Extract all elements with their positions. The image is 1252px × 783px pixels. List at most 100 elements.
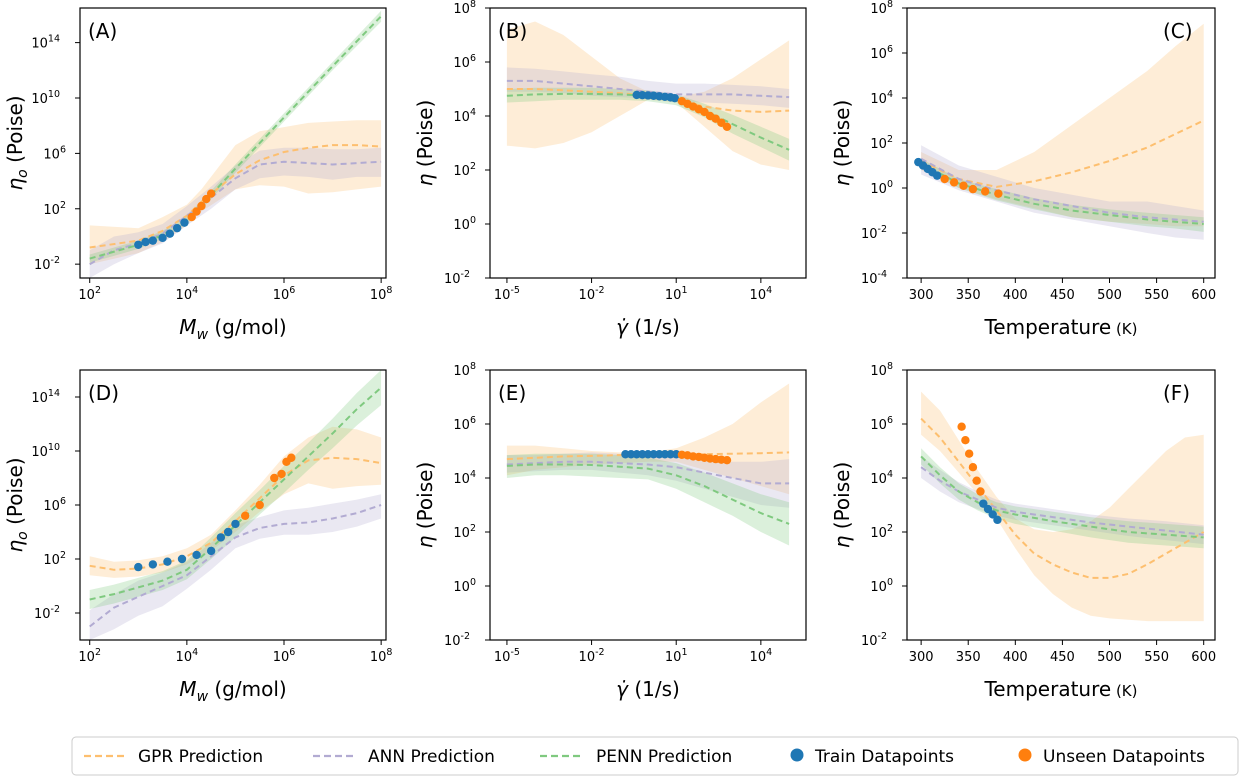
- y-tick-label: 10-4: [861, 269, 887, 287]
- train-point: [158, 233, 167, 243]
- y-tick-label: 108: [453, 361, 476, 379]
- y-tick-label: 1014: [31, 34, 60, 52]
- train-point: [983, 504, 993, 514]
- train-point: [134, 240, 143, 249]
- x-tick-label: 101: [665, 647, 688, 665]
- y-tick-label: 1010: [31, 442, 60, 460]
- y-tick-label: 104: [870, 469, 893, 487]
- train-point: [180, 218, 189, 227]
- y-tick-label: 1014: [31, 388, 60, 406]
- x-tick-label: 400: [1003, 650, 1028, 665]
- y-tick-label: 106: [43, 496, 66, 514]
- y-tick-label: 106: [43, 144, 66, 162]
- legend: GPR Prediction ANN Prediction PENN Predi…: [71, 736, 1239, 776]
- train-point: [932, 171, 942, 180]
- y-tick-label: 102: [453, 161, 476, 179]
- train-point: [979, 499, 988, 508]
- x-tick-label: 600: [1191, 288, 1216, 303]
- x-axis-label: Temperature (K): [983, 677, 1137, 701]
- x-tick-label: 101: [665, 285, 688, 303]
- unseen-point: [964, 449, 974, 458]
- plot-frame: [79, 7, 387, 279]
- plot-frame: [906, 369, 1216, 641]
- legend-frame: [71, 736, 1239, 776]
- x-tick-label: 450: [1050, 650, 1075, 665]
- band-ann: [89, 147, 382, 278]
- x-tick-label: 500: [1097, 650, 1122, 665]
- x-tick-label: 350: [956, 288, 981, 303]
- chart-panel-c: 300 350 400 450 500 550 600 10-4 10-2 100 102 104 10…: [830, 0, 1216, 339]
- x-tick-label: 104: [750, 647, 773, 665]
- x-tick-label: 300: [909, 288, 934, 303]
- band-gpr: [89, 426, 382, 578]
- y-axis-label: η (Poise): [830, 462, 854, 549]
- unseen-point: [240, 511, 250, 520]
- unseen-point: [957, 422, 966, 431]
- y-tick-label: 10-2: [34, 604, 60, 622]
- legend-train-label: Train Datapoints: [814, 747, 954, 767]
- y-tick-label: 106: [870, 415, 893, 433]
- train-point: [165, 229, 175, 238]
- y-tick-label: 102: [43, 200, 66, 218]
- unseen-point: [277, 469, 286, 479]
- y-tick-label: 104: [453, 469, 476, 487]
- x-tick-label: 500: [1097, 288, 1122, 303]
- band-gpr: [921, 391, 1204, 622]
- unseen-point: [255, 500, 264, 510]
- unseen-point: [968, 463, 978, 472]
- y-tick-label: 10-2: [861, 224, 887, 242]
- y-tick-label: 102: [870, 134, 893, 152]
- chart-panel-f: 300 350 400 450 500 550 600 10-2 100 102 104 106 108…: [830, 361, 1216, 701]
- chart-panel-a: 102 104 106 108 10-2 102 106 1010 1014 (A) Mw (g/m…: [3, 7, 392, 343]
- y-tick-label: 106: [453, 415, 476, 433]
- x-tick-label: 102: [78, 647, 101, 665]
- line-ann: [506, 460, 790, 485]
- y-tick-label: 100: [870, 577, 893, 595]
- y-tick-label: 102: [870, 523, 893, 541]
- train-point: [231, 519, 240, 529]
- plot-area: [89, 370, 382, 640]
- unseen-point: [722, 455, 732, 465]
- x-tick-label: 104: [176, 647, 199, 665]
- unseen-point: [187, 212, 196, 222]
- panel-label: (D): [88, 381, 119, 405]
- unseen-point: [270, 473, 279, 483]
- x-tick-label: 106: [273, 647, 296, 665]
- train-point: [206, 546, 216, 556]
- y-tick-label: 104: [453, 107, 476, 125]
- line-penn: [89, 386, 382, 601]
- legend-train-swatch: [790, 748, 804, 762]
- unseen-point: [972, 476, 981, 485]
- train-point: [670, 93, 680, 103]
- plot-area: [89, 10, 382, 278]
- x-tick-label: 106: [273, 285, 296, 303]
- unseen-point: [949, 178, 959, 187]
- x-axis-label: γ̇ (1/s): [616, 315, 680, 339]
- line-ann: [89, 504, 382, 628]
- band-ann: [921, 456, 1204, 545]
- train-point: [148, 236, 158, 245]
- legend-unseen-label: Unseen Datapoints: [1043, 747, 1205, 767]
- y-tick-label: 10-2: [444, 269, 470, 287]
- train-point: [177, 554, 187, 564]
- x-tick-label: 300: [909, 650, 934, 665]
- panel-label: (B): [498, 19, 527, 43]
- y-tick-label: 100: [453, 577, 476, 595]
- y-tick-label: 106: [453, 53, 476, 71]
- y-tick-label: 10-2: [34, 255, 60, 273]
- y-tick-label: 102: [453, 523, 476, 541]
- unseen-point: [940, 174, 949, 184]
- y-axis-label: η (Poise): [830, 100, 854, 187]
- unseen-point: [968, 184, 978, 194]
- chart-panel-b: 10-5 10-2 101 104 10-2 100 102 104 106 108 (B) γ̇ (…: [413, 0, 807, 339]
- train-point: [163, 557, 172, 566]
- x-tick-label: 550: [1144, 650, 1169, 665]
- x-tick-label: 550: [1144, 288, 1169, 303]
- x-axis-label: γ̇ (1/s): [616, 677, 680, 701]
- plot-frame: [489, 369, 807, 641]
- panel-label: (A): [88, 19, 117, 43]
- plot-frame: [489, 7, 807, 279]
- y-tick-label: 108: [870, 0, 893, 17]
- panel-label: (F): [1163, 381, 1190, 405]
